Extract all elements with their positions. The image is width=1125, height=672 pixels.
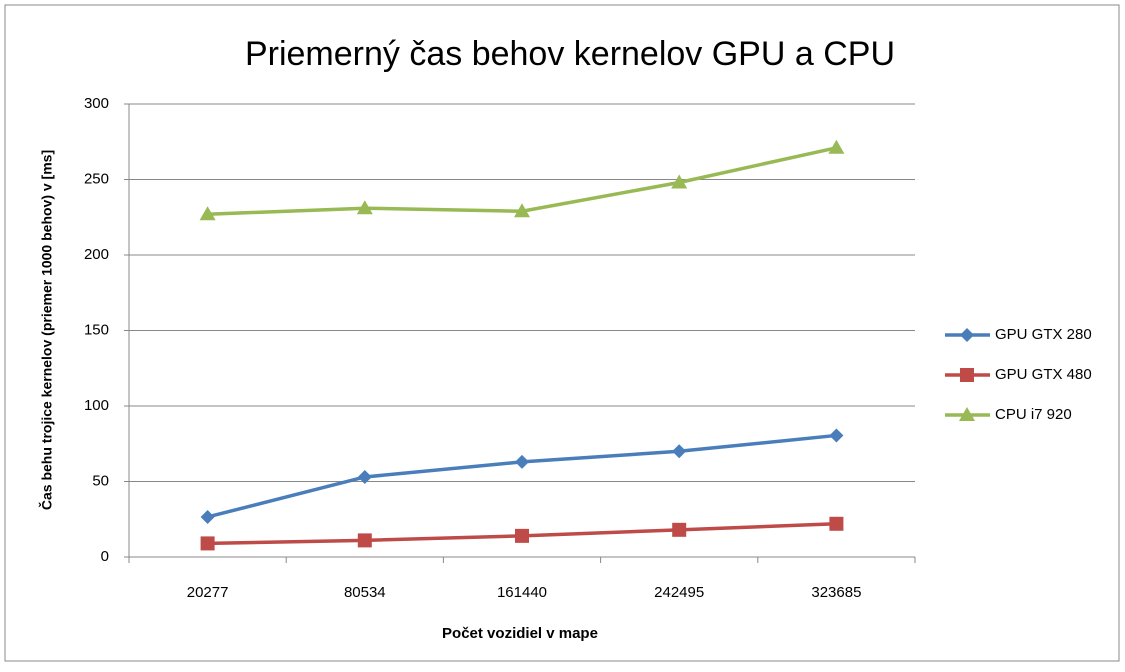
marker (200, 536, 215, 551)
y-tick-label: 250 (84, 170, 109, 187)
marker (672, 444, 687, 459)
legend-marker (960, 328, 974, 342)
y-tick-label: 50 (92, 472, 109, 489)
marker (514, 203, 530, 218)
legend-marker (959, 407, 975, 421)
marker (829, 516, 844, 531)
y-tick-label: 100 (84, 397, 109, 414)
marker (671, 174, 688, 189)
legend-label: CPU i7 920 (995, 406, 1072, 423)
marker (672, 522, 687, 537)
y-axis-title: Čas behu trojice kernelov (priemer 1000 … (38, 150, 55, 510)
x-axis-title: Počet vozidiel v mape (442, 625, 598, 642)
y-tick-label: 150 (84, 321, 109, 338)
chart-title: Priemerný čas behov kernelov GPU a CPU (245, 35, 895, 73)
marker (199, 206, 216, 221)
legend-label: GPU GTX 280 (995, 326, 1092, 343)
x-tick-label: 161440 (497, 584, 547, 601)
marker (356, 200, 373, 215)
x-tick-label: 20277 (187, 584, 229, 601)
y-tick-label: 300 (84, 95, 109, 112)
legend-label: GPU GTX 480 (995, 366, 1092, 383)
x-tick-label: 323685 (811, 584, 861, 601)
y-tick-label: 0 (101, 548, 109, 565)
marker (828, 139, 845, 154)
chart-frame (4, 4, 1120, 662)
marker (357, 533, 372, 548)
x-tick-label: 242495 (654, 584, 704, 601)
marker (515, 454, 529, 469)
y-tick-label: 200 (84, 246, 109, 263)
marker (515, 528, 529, 543)
marker (200, 509, 215, 524)
x-tick-label: 80534 (344, 584, 386, 601)
marker (357, 469, 372, 484)
marker (829, 428, 844, 443)
legend-marker (960, 368, 974, 382)
